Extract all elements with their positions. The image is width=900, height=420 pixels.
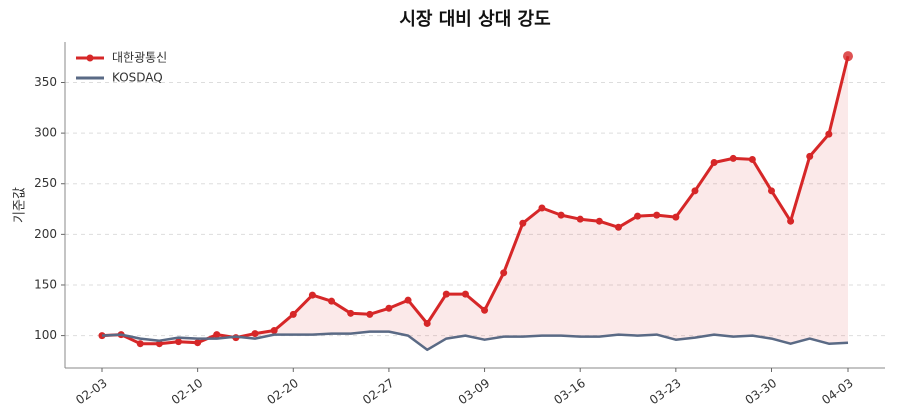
x-tick-label: 02-10	[169, 376, 206, 407]
y-tick-label: 100	[34, 328, 57, 342]
x-tick-label: 03-30	[743, 376, 780, 407]
x-tick-label: 02-27	[360, 376, 397, 407]
x-tick-label: 02-03	[73, 376, 110, 407]
point	[347, 309, 355, 317]
line	[101, 55, 850, 346]
point	[614, 223, 622, 231]
point	[748, 155, 756, 163]
point	[213, 331, 221, 339]
point	[461, 290, 469, 298]
line	[101, 330, 849, 352]
point	[634, 212, 642, 220]
legend-label: KOSDAQ	[112, 71, 163, 85]
point	[328, 297, 336, 305]
point	[308, 291, 316, 299]
y-tick-label: 350	[34, 75, 57, 89]
y-tick-label: 300	[34, 126, 57, 140]
point	[729, 154, 737, 162]
y-tick-label: 200	[34, 227, 57, 241]
x-tick-label: 03-16	[551, 376, 588, 407]
point	[251, 330, 259, 338]
point	[98, 332, 106, 340]
point	[825, 130, 833, 138]
point	[500, 269, 508, 277]
point	[653, 211, 661, 219]
point	[576, 215, 584, 223]
point	[595, 217, 603, 225]
point	[366, 310, 374, 318]
y-tick-label: 150	[34, 277, 57, 291]
point	[710, 158, 718, 166]
x-tick-label: 03-09	[456, 376, 493, 407]
point	[194, 339, 202, 347]
point	[557, 211, 565, 219]
point	[806, 152, 814, 160]
point	[538, 204, 546, 212]
point	[155, 340, 163, 348]
point	[787, 217, 795, 225]
point	[672, 213, 680, 221]
point	[519, 219, 527, 227]
point	[404, 296, 412, 304]
chart-title: 시장 대비 상대 강도	[399, 9, 550, 30]
point	[767, 187, 775, 195]
y-axis-label: 기준값	[13, 187, 28, 223]
point	[423, 319, 431, 327]
y-tick-label: 250	[34, 176, 57, 190]
point	[442, 290, 450, 298]
point	[289, 310, 297, 318]
point	[385, 304, 393, 312]
legend-label: 대한광통신	[112, 51, 167, 65]
x-tick-label: 04-03	[819, 376, 856, 407]
area	[102, 56, 848, 350]
point	[481, 306, 489, 314]
point	[270, 327, 278, 335]
x-tick-label: 02-20	[264, 376, 301, 407]
x-tick-label: 03-23	[647, 376, 684, 407]
point	[691, 187, 699, 195]
point	[136, 340, 144, 348]
point	[175, 338, 183, 346]
point	[843, 51, 853, 62]
legend-marker	[86, 54, 94, 62]
